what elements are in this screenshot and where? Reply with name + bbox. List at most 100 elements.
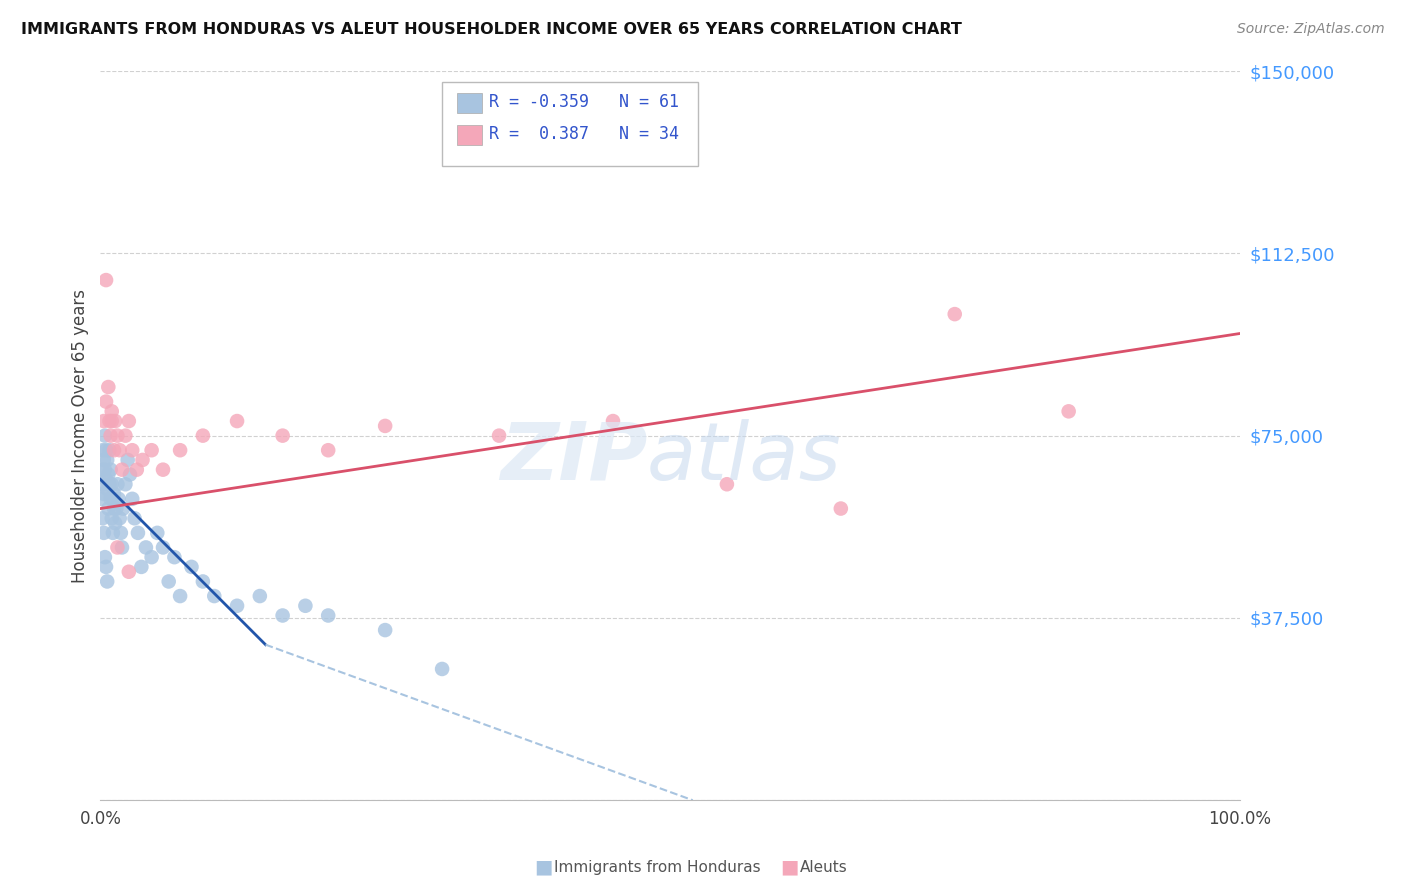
Point	[94, 560, 117, 574]
Point	[97, 380, 120, 394]
Point	[94, 394, 117, 409]
Point	[91, 511, 114, 525]
FancyBboxPatch shape	[441, 82, 699, 166]
Point	[121, 491, 143, 506]
Point	[96, 453, 118, 467]
Point	[169, 443, 191, 458]
Point	[716, 477, 738, 491]
Point	[114, 477, 136, 491]
Point	[114, 428, 136, 442]
Point	[131, 560, 153, 574]
Text: R =  0.387   N = 34: R = 0.387 N = 34	[489, 125, 679, 143]
Point	[108, 443, 131, 458]
Point	[118, 565, 141, 579]
Point	[146, 525, 169, 540]
Point	[191, 574, 214, 589]
Point	[125, 463, 148, 477]
Point	[100, 511, 122, 525]
Point	[98, 414, 121, 428]
Point	[226, 414, 249, 428]
Point	[118, 467, 141, 482]
Point	[141, 443, 163, 458]
Point	[96, 482, 118, 496]
Point	[180, 560, 202, 574]
Point	[100, 404, 122, 418]
Point	[943, 307, 966, 321]
Point	[104, 516, 127, 530]
Text: Source: ZipAtlas.com: Source: ZipAtlas.com	[1237, 22, 1385, 37]
Point	[94, 273, 117, 287]
Text: R = -0.359   N = 61: R = -0.359 N = 61	[489, 93, 679, 111]
Point	[98, 443, 121, 458]
Point	[108, 511, 131, 525]
Point	[103, 487, 125, 501]
Text: IMMIGRANTS FROM HONDURAS VS ALEUT HOUSEHOLDER INCOME OVER 65 YEARS CORRELATION C: IMMIGRANTS FROM HONDURAS VS ALEUT HOUSEH…	[21, 22, 962, 37]
Point	[100, 477, 122, 491]
Point	[121, 443, 143, 458]
Point	[91, 443, 114, 458]
Point	[90, 491, 112, 506]
Point	[374, 418, 396, 433]
Point	[100, 463, 122, 477]
Point	[271, 428, 294, 442]
Text: ■: ■	[534, 857, 553, 877]
Point	[135, 541, 157, 555]
Point	[152, 541, 174, 555]
Point	[107, 491, 129, 506]
Point	[91, 477, 114, 491]
Point	[118, 414, 141, 428]
Point	[249, 589, 271, 603]
Point	[374, 623, 396, 637]
Point	[94, 463, 117, 477]
Point	[111, 541, 134, 555]
Point	[112, 501, 135, 516]
Point	[101, 525, 124, 540]
Point	[100, 428, 122, 442]
Point	[488, 428, 510, 442]
Point	[90, 463, 112, 477]
Point	[117, 453, 139, 467]
Point	[157, 574, 180, 589]
Point	[103, 443, 125, 458]
Text: Immigrants from Honduras: Immigrants from Honduras	[554, 860, 761, 874]
Point	[131, 453, 153, 467]
Point	[124, 511, 146, 525]
Point	[191, 428, 214, 442]
Point	[830, 501, 852, 516]
Point	[101, 491, 124, 506]
Point	[316, 443, 339, 458]
Point	[141, 550, 163, 565]
Point	[94, 550, 117, 565]
Point	[163, 550, 186, 565]
Point	[430, 662, 453, 676]
Point	[97, 467, 120, 482]
Point	[104, 414, 127, 428]
Point	[294, 599, 316, 613]
Point	[316, 608, 339, 623]
Point	[93, 487, 115, 501]
Point	[93, 414, 115, 428]
Point	[93, 453, 115, 467]
Point	[103, 501, 125, 516]
Point	[100, 491, 122, 506]
Text: ZIP: ZIP	[499, 418, 647, 497]
Point	[107, 428, 129, 442]
Point	[94, 428, 117, 442]
Point	[93, 525, 115, 540]
Y-axis label: Householder Income Over 65 years: Householder Income Over 65 years	[72, 289, 89, 582]
Point	[1057, 404, 1080, 418]
Text: ■: ■	[780, 857, 799, 877]
Point	[98, 477, 121, 491]
Point	[97, 501, 120, 516]
Point	[226, 599, 249, 613]
Point	[100, 414, 122, 428]
Point	[110, 525, 132, 540]
Point	[94, 472, 117, 486]
Point	[94, 443, 117, 458]
Point	[602, 414, 624, 428]
Point	[169, 589, 191, 603]
Bar	[457, 93, 482, 113]
Point	[111, 463, 134, 477]
Bar	[457, 125, 482, 145]
Point	[107, 541, 129, 555]
